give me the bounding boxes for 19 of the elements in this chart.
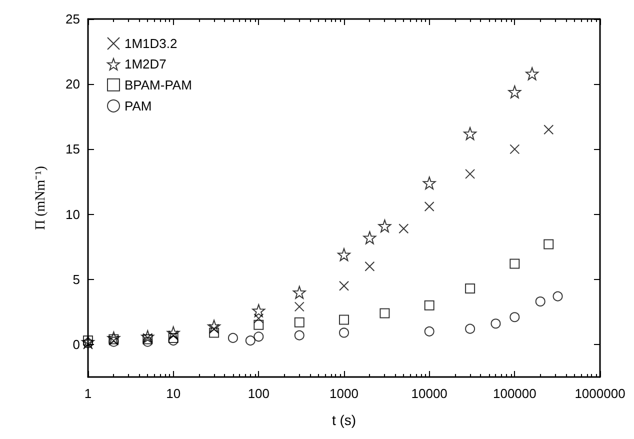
y-axis-title: Π (mNm⁻¹) [34, 166, 48, 230]
x-tick-label: 1 [84, 386, 92, 401]
x-axis-title: t (s) [332, 412, 356, 428]
y-tick-label: 25 [66, 12, 80, 26]
y-tick-label: 10 [66, 206, 80, 222]
legend-label: 1M1D3.2 [124, 36, 178, 51]
x-tick-label: 1000000 [574, 386, 626, 401]
y-tick-label: 15 [66, 142, 80, 157]
y-tick-label: 5 [72, 272, 80, 287]
x-tick-label: 10000 [411, 386, 448, 401]
x-tick-label: 10 [166, 386, 181, 401]
legend-label: BPAM-PAM [124, 77, 192, 92]
y-tick-label: 20 [66, 76, 80, 92]
legend-label: 1M2D7 [124, 56, 166, 72]
legend-label: PAM [124, 98, 152, 114]
x-tick-label: 100 [248, 386, 270, 401]
x-tick-label: 1000 [330, 386, 358, 401]
y-tick-label: 0 [72, 336, 80, 352]
x-tick-label: 100000 [492, 386, 536, 401]
